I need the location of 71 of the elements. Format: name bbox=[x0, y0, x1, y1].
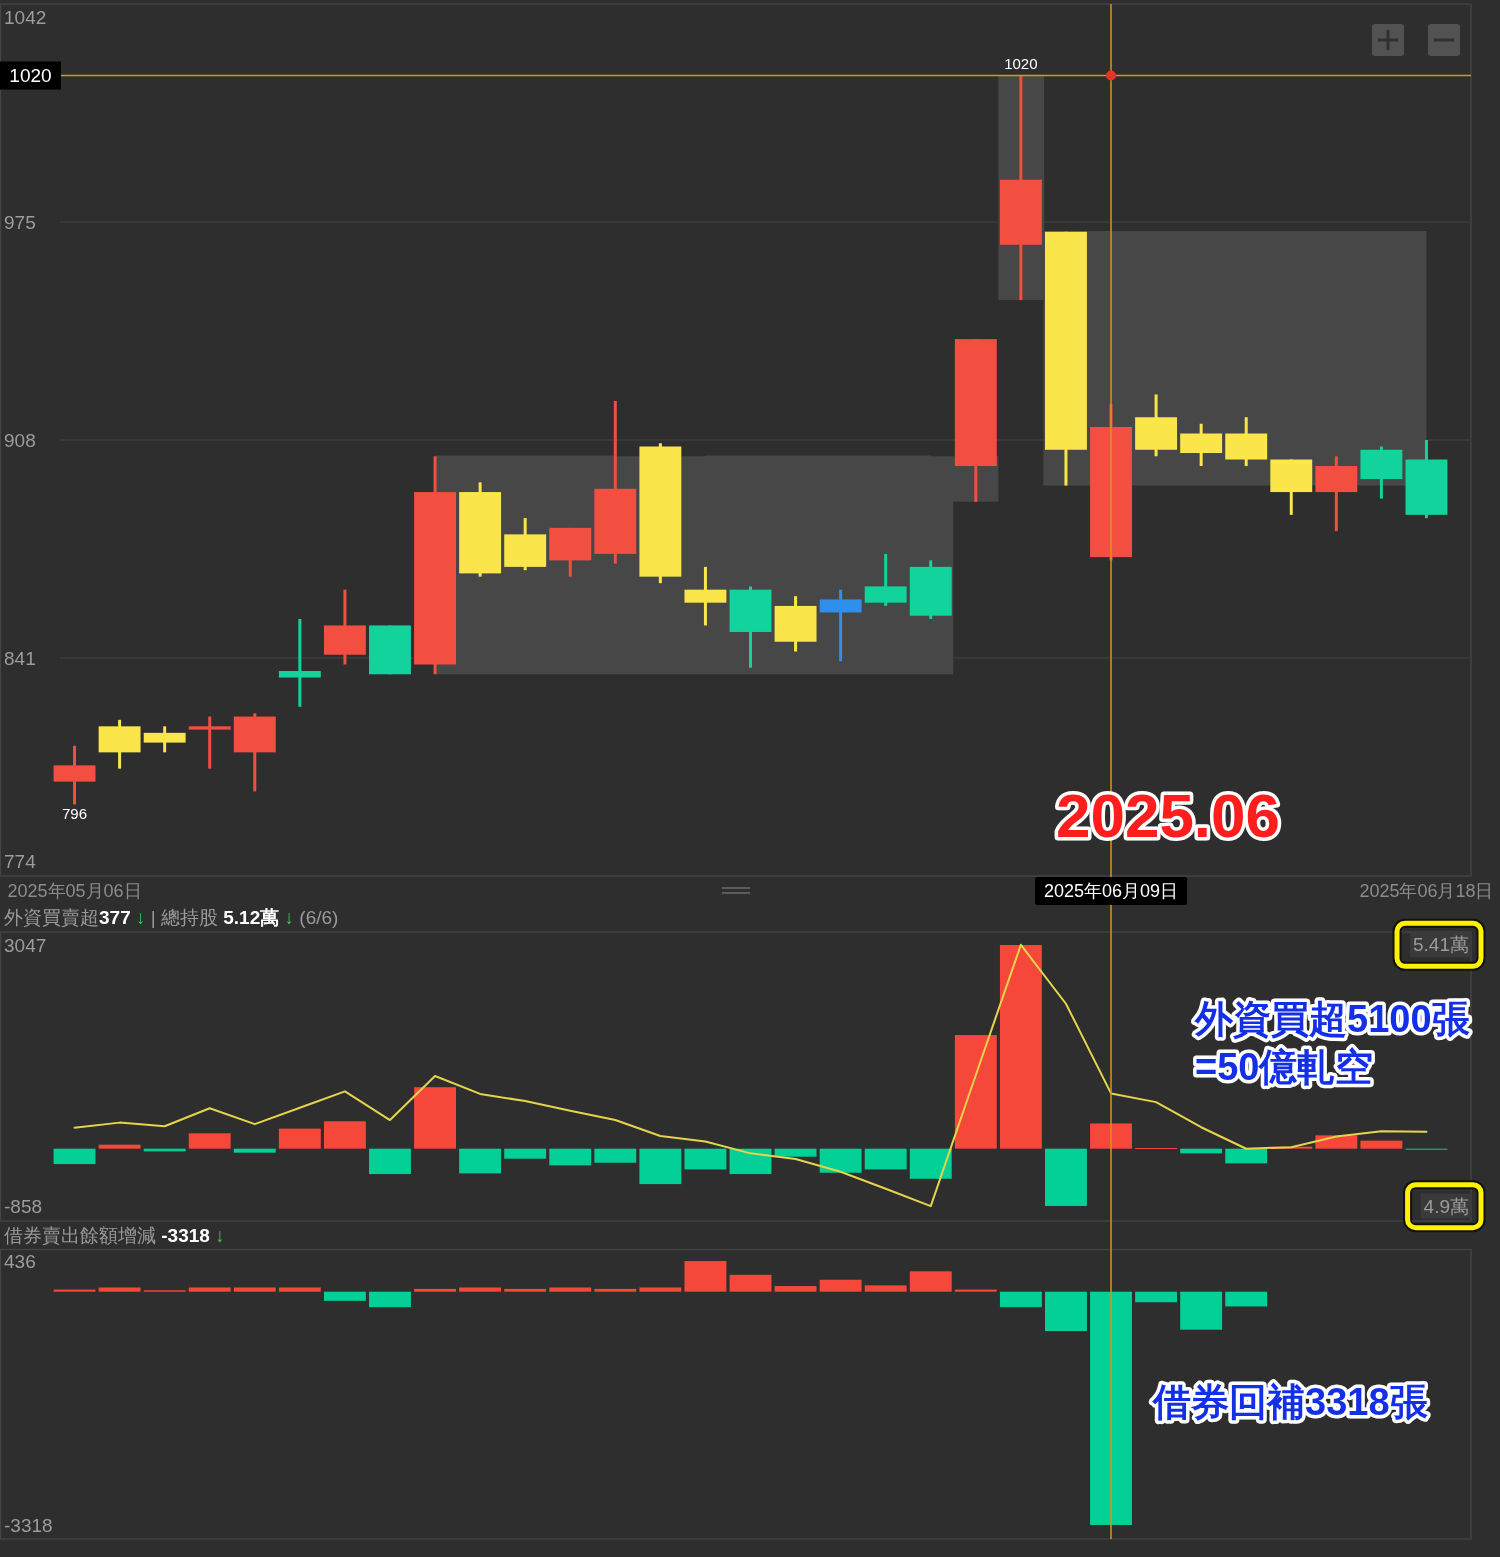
bar bbox=[98, 1144, 141, 1149]
y-tick-label: 841 bbox=[4, 647, 36, 669]
x-tick-label: 2025年06月18日 bbox=[1359, 881, 1494, 901]
bar bbox=[53, 1148, 96, 1165]
bar bbox=[594, 1288, 637, 1292]
bar bbox=[459, 1148, 502, 1174]
bar bbox=[459, 1287, 502, 1292]
annotation: 1020 bbox=[1004, 55, 1038, 73]
bar bbox=[549, 1287, 592, 1292]
bar bbox=[369, 1148, 411, 1175]
bar bbox=[1360, 1140, 1403, 1149]
y-tick-label: 908 bbox=[4, 429, 36, 451]
bar bbox=[369, 1291, 411, 1308]
bar bbox=[684, 1148, 727, 1170]
y2-tick-label: 4.9萬 bbox=[1423, 1195, 1469, 1217]
bar bbox=[53, 1289, 96, 1292]
bar bbox=[1225, 1148, 1268, 1164]
title: 外資買賣超377 ↓ | 總持股 5.12萬 ↓ (6/6) bbox=[4, 906, 339, 928]
bar bbox=[819, 1279, 862, 1292]
bar bbox=[1045, 1148, 1087, 1207]
bar bbox=[1180, 1291, 1223, 1330]
annotation: 外資買超5100張 =50億軋空 bbox=[1195, 998, 1470, 1088]
bar bbox=[729, 1274, 772, 1292]
bar bbox=[1045, 1291, 1087, 1332]
x-tick-label: 2025年05月06日 bbox=[7, 881, 142, 901]
bar bbox=[909, 1271, 952, 1292]
bar bbox=[864, 1148, 907, 1170]
bar bbox=[504, 1148, 547, 1159]
annotation: 借券回補3318張 bbox=[1153, 1381, 1428, 1423]
y-tick-label: 1042 bbox=[4, 6, 47, 28]
bar bbox=[999, 945, 1042, 1149]
bar bbox=[954, 1035, 997, 1149]
bar bbox=[684, 1261, 727, 1292]
bar bbox=[594, 1148, 637, 1163]
bar bbox=[233, 1148, 276, 1153]
bar bbox=[909, 1148, 952, 1179]
bar bbox=[954, 1289, 997, 1292]
bar bbox=[278, 1128, 321, 1149]
bar bbox=[774, 1148, 817, 1157]
bar bbox=[549, 1148, 592, 1166]
bar bbox=[233, 1287, 276, 1292]
y-tick-label: 975 bbox=[4, 211, 36, 233]
bar bbox=[188, 1133, 231, 1149]
y-tick-label: -3318 bbox=[4, 1514, 53, 1536]
bar bbox=[774, 1286, 817, 1292]
title: 借券賣出餘額增減 -3318 ↓ bbox=[4, 1224, 225, 1246]
bar bbox=[1090, 1291, 1132, 1526]
bar bbox=[504, 1288, 547, 1292]
x-tick-label: 2025年06月09日 bbox=[1043, 881, 1179, 901]
bar bbox=[414, 1288, 456, 1292]
bar bbox=[323, 1291, 366, 1301]
bar bbox=[323, 1121, 366, 1149]
bar bbox=[819, 1148, 862, 1173]
y-tick-label: 3047 bbox=[4, 934, 47, 956]
y-tick-label: -858 bbox=[4, 1195, 43, 1217]
bar bbox=[98, 1287, 141, 1292]
bar bbox=[639, 1287, 682, 1292]
bar bbox=[999, 1291, 1042, 1308]
bar bbox=[864, 1285, 907, 1292]
bar bbox=[639, 1148, 682, 1185]
bar bbox=[414, 1087, 456, 1149]
bar bbox=[1225, 1291, 1268, 1307]
bar bbox=[188, 1287, 231, 1292]
y-tick-label: 436 bbox=[4, 1250, 36, 1272]
y-tick-label: 774 bbox=[4, 850, 36, 872]
annotation: 796 bbox=[62, 804, 88, 822]
bar bbox=[1090, 1123, 1132, 1149]
ref-line-label: 1020 bbox=[9, 65, 52, 87]
bar bbox=[1135, 1291, 1178, 1303]
y2-tick-label: 5.41萬 bbox=[1413, 934, 1469, 956]
bar bbox=[278, 1287, 321, 1292]
